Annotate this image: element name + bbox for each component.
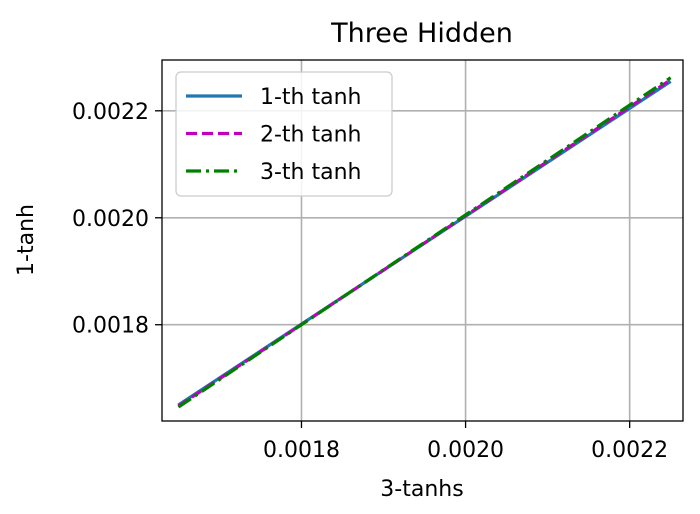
y-tick-label: 0.0022 bbox=[72, 100, 149, 125]
legend-label-3: 3-th tanh bbox=[260, 160, 362, 185]
x-tick-label: 0.0020 bbox=[427, 438, 504, 463]
series-line-2 bbox=[177, 78, 672, 408]
y-axis-label: 1-tanh bbox=[14, 204, 39, 276]
x-tick-label: 0.0018 bbox=[263, 438, 340, 463]
chart-title: Three Hidden bbox=[330, 18, 513, 49]
y-tick-label: 0.0020 bbox=[72, 207, 149, 232]
x-tick-label: 0.0022 bbox=[591, 438, 668, 463]
x-axis-label: 3-tanhs bbox=[380, 477, 463, 502]
series-line-3 bbox=[177, 76, 672, 409]
series-group bbox=[177, 76, 672, 409]
legend-label-2: 2-th tanh bbox=[260, 123, 362, 148]
legend-label-1: 1-th tanh bbox=[260, 85, 362, 110]
legend-box bbox=[175, 71, 393, 197]
plot-frame bbox=[161, 59, 684, 422]
y-tick-label: 0.0018 bbox=[72, 314, 149, 339]
ticks: 0.0018 0.0020 0.0022 0.0018 0.0020 0.0022 bbox=[72, 100, 668, 463]
legend: 1-th tanh 2-th tanh 3-th tanh bbox=[175, 71, 393, 197]
